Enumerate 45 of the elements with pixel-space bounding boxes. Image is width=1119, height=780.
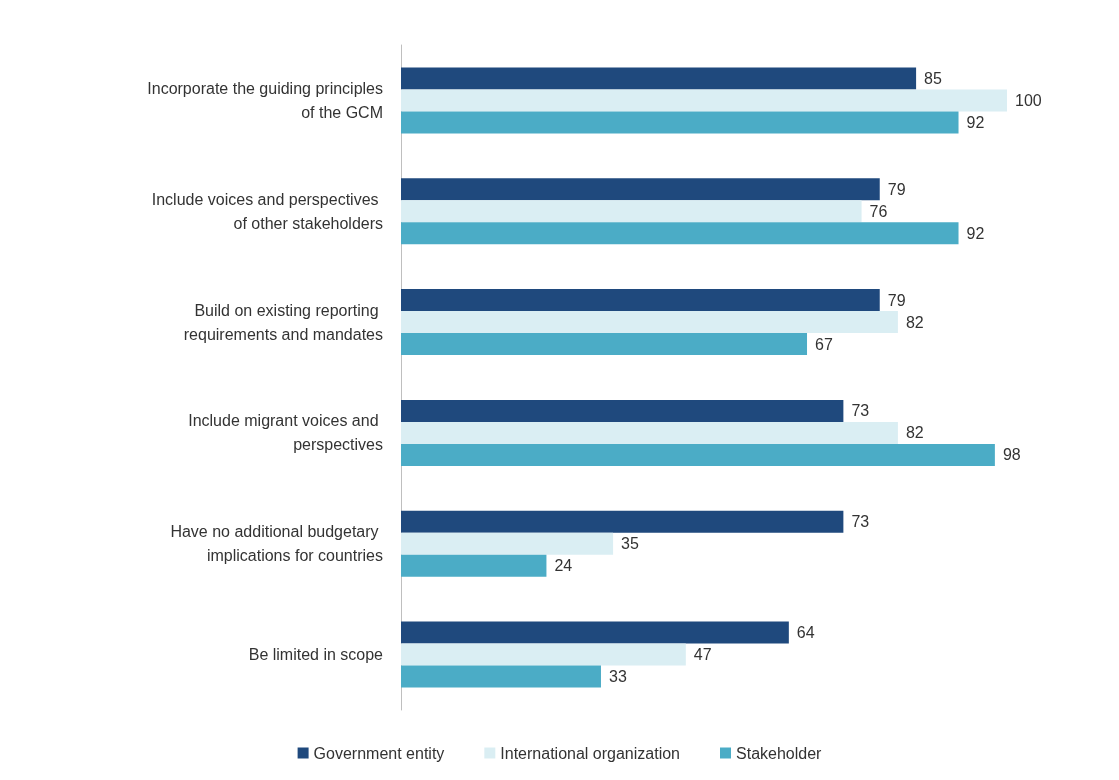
data-label: 64	[796, 624, 815, 642]
bar	[401, 554, 547, 577]
data-label: 100	[1015, 91, 1042, 109]
bar	[401, 111, 959, 134]
bar	[401, 621, 789, 644]
data-label: 73	[851, 513, 870, 531]
data-label: 98	[1002, 446, 1021, 464]
y-tick-label: Build on existing reporting requirements and mandates	[183, 301, 383, 343]
bar	[401, 643, 686, 666]
y-tick-label: Include voices and perspectives of other stakeholders	[151, 190, 383, 232]
bar	[401, 532, 614, 555]
y-tick-label: Include migrant voices and perspectives	[188, 412, 383, 454]
bar	[401, 289, 880, 312]
bar	[401, 443, 995, 466]
bar	[401, 665, 601, 688]
data-label: 35	[621, 535, 639, 553]
data-label: 85	[924, 69, 942, 87]
bar	[401, 421, 898, 444]
legend-label: Stakeholder	[736, 744, 823, 762]
data-label: 24	[554, 557, 573, 575]
bar	[401, 89, 1007, 112]
bar	[401, 67, 917, 90]
data-label: 79	[887, 180, 906, 198]
bar	[401, 311, 898, 334]
bar	[401, 222, 959, 245]
legend-label: International organization	[500, 744, 681, 762]
legend-label: Government entity	[313, 744, 445, 762]
data-label: 47	[693, 646, 712, 664]
bar	[401, 510, 844, 533]
data-label: 92	[966, 224, 985, 242]
data-label: 82	[905, 424, 924, 442]
data-label: 79	[887, 291, 906, 309]
data-label: 67	[815, 335, 833, 353]
bar	[401, 200, 862, 223]
y-tick-label: Incorporate the guiding principles of the GCM	[147, 79, 383, 121]
data-label: 92	[966, 113, 985, 131]
bar	[401, 178, 880, 201]
data-label: 82	[905, 313, 924, 331]
data-label: 33	[608, 668, 627, 686]
data-label: 76	[869, 202, 888, 220]
data-label: 73	[851, 402, 870, 420]
y-tick-label: Have no additional budgetary implications for countries	[170, 523, 383, 565]
bar	[401, 333, 808, 356]
bar	[401, 399, 844, 422]
y-tick-label: Be limited in scope	[248, 646, 384, 664]
